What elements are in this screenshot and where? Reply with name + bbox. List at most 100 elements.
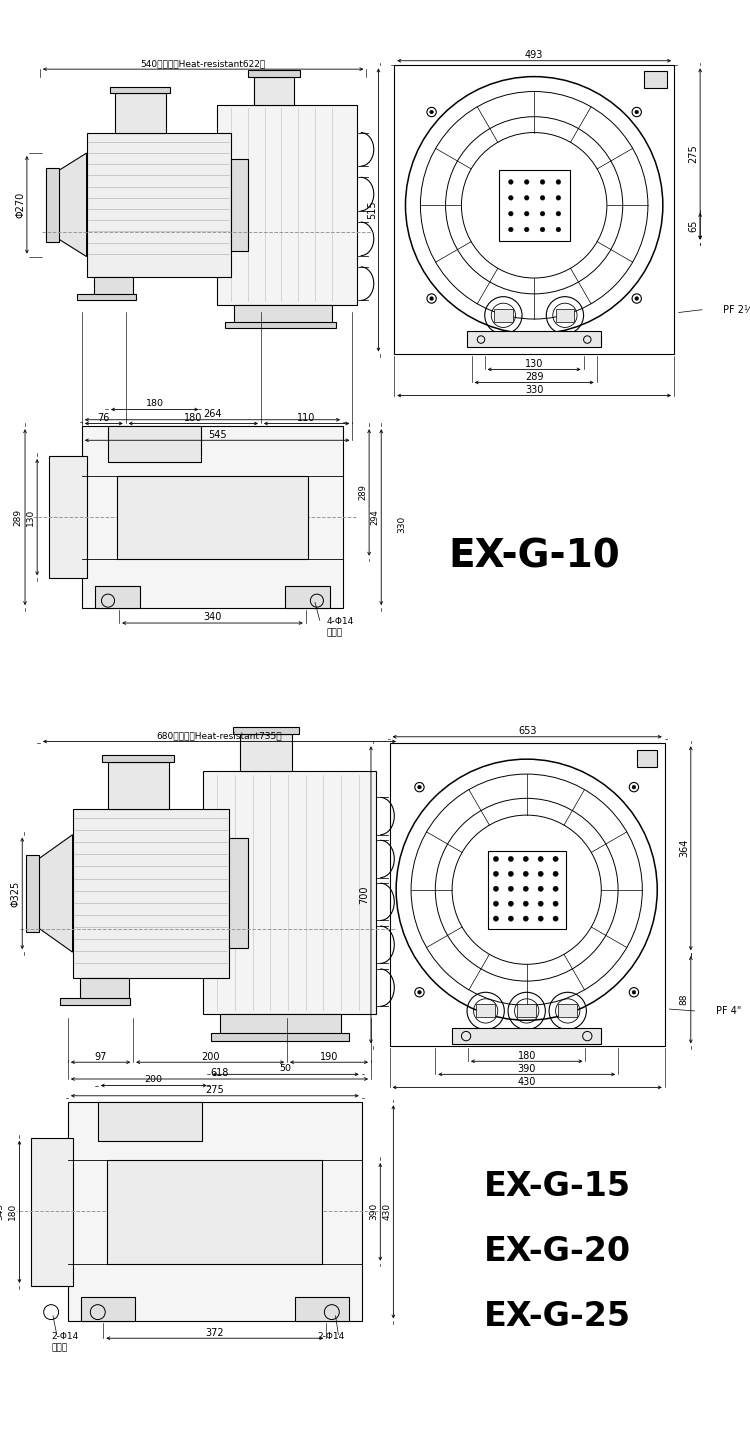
- Circle shape: [524, 857, 528, 861]
- Bar: [494, 308, 513, 321]
- Bar: [115, 94, 166, 132]
- Circle shape: [509, 901, 514, 906]
- Circle shape: [524, 212, 529, 216]
- Text: 289: 289: [13, 508, 22, 526]
- Circle shape: [524, 871, 528, 877]
- Text: 330: 330: [398, 516, 406, 533]
- Bar: [203, 772, 376, 1014]
- Text: 700: 700: [359, 886, 369, 904]
- Text: EX-G-15: EX-G-15: [484, 1169, 631, 1202]
- Circle shape: [524, 196, 529, 200]
- Circle shape: [540, 196, 545, 200]
- Text: 364: 364: [679, 840, 689, 857]
- Text: 180: 180: [146, 399, 164, 409]
- Circle shape: [524, 886, 528, 891]
- Text: 200: 200: [145, 1076, 163, 1084]
- Text: 264: 264: [203, 409, 222, 419]
- Bar: [26, 855, 39, 932]
- Circle shape: [632, 991, 636, 994]
- Text: 540（隔热型Heat-resistant622）: 540（隔热型Heat-resistant622）: [140, 59, 266, 68]
- Text: 椭圆孔: 椭圆孔: [326, 628, 342, 636]
- Text: 2-Φ14: 2-Φ14: [317, 1332, 345, 1341]
- Bar: [224, 321, 337, 328]
- Circle shape: [430, 297, 433, 301]
- Text: 190: 190: [320, 1051, 338, 1061]
- Circle shape: [556, 196, 561, 200]
- Circle shape: [524, 916, 528, 922]
- Circle shape: [509, 871, 514, 877]
- Circle shape: [538, 857, 543, 861]
- Circle shape: [509, 180, 513, 184]
- Circle shape: [509, 916, 514, 922]
- Circle shape: [556, 180, 561, 184]
- Text: 515: 515: [367, 200, 376, 219]
- Text: 200: 200: [201, 1051, 219, 1061]
- Bar: [77, 294, 136, 301]
- Text: Φ325: Φ325: [10, 880, 20, 907]
- Bar: [559, 1005, 577, 1018]
- Bar: [68, 1102, 362, 1322]
- Circle shape: [494, 871, 499, 877]
- Bar: [81, 1297, 135, 1322]
- Text: 65: 65: [688, 220, 698, 232]
- Text: 97: 97: [94, 1051, 106, 1061]
- Bar: [637, 750, 657, 766]
- Circle shape: [524, 901, 528, 906]
- Polygon shape: [38, 835, 73, 952]
- Bar: [108, 762, 169, 809]
- Circle shape: [634, 297, 638, 301]
- Circle shape: [509, 212, 513, 216]
- Text: 294: 294: [370, 510, 379, 526]
- Circle shape: [556, 212, 561, 216]
- Circle shape: [540, 228, 545, 232]
- Circle shape: [540, 180, 545, 184]
- Text: 372: 372: [206, 1328, 224, 1338]
- Polygon shape: [57, 153, 86, 256]
- Bar: [644, 71, 667, 88]
- Text: 493: 493: [525, 50, 543, 60]
- Bar: [211, 1034, 349, 1041]
- Circle shape: [632, 785, 636, 789]
- Circle shape: [418, 785, 422, 789]
- Text: 180: 180: [8, 1204, 17, 1221]
- Circle shape: [524, 228, 529, 232]
- Bar: [82, 426, 343, 608]
- Bar: [86, 132, 231, 276]
- Bar: [467, 331, 602, 347]
- Circle shape: [509, 196, 513, 200]
- Bar: [107, 1161, 322, 1264]
- Text: Φ270: Φ270: [15, 192, 26, 217]
- Bar: [110, 86, 170, 94]
- Text: 680（隔热型Heat-resistant735）: 680（隔热型Heat-resistant735）: [157, 732, 282, 740]
- Text: 2-Φ14: 2-Φ14: [51, 1332, 79, 1341]
- Bar: [394, 65, 674, 354]
- Bar: [108, 426, 201, 462]
- Bar: [50, 456, 86, 579]
- Circle shape: [524, 180, 529, 184]
- Circle shape: [556, 228, 561, 232]
- Text: 289: 289: [358, 484, 367, 501]
- Text: 4-Φ14: 4-Φ14: [326, 616, 353, 625]
- Circle shape: [553, 886, 558, 891]
- Circle shape: [540, 212, 545, 216]
- Bar: [476, 1005, 495, 1018]
- Circle shape: [494, 886, 499, 891]
- Bar: [46, 168, 58, 242]
- Text: 390: 390: [369, 1204, 378, 1221]
- Bar: [234, 305, 332, 325]
- Bar: [217, 105, 357, 305]
- Text: 345: 345: [0, 1204, 4, 1221]
- Text: 180: 180: [518, 1051, 536, 1061]
- Text: 椭圆孔: 椭圆孔: [51, 1344, 68, 1352]
- Bar: [117, 475, 308, 559]
- Bar: [295, 1297, 349, 1322]
- Text: 180: 180: [184, 413, 202, 423]
- Bar: [285, 586, 330, 608]
- Bar: [220, 1014, 341, 1037]
- Circle shape: [553, 901, 558, 906]
- Bar: [499, 170, 569, 240]
- Text: 275: 275: [206, 1086, 224, 1096]
- Text: PF 2½: PF 2½: [722, 305, 750, 315]
- Bar: [61, 998, 130, 1005]
- Text: EX-G-10: EX-G-10: [448, 537, 620, 576]
